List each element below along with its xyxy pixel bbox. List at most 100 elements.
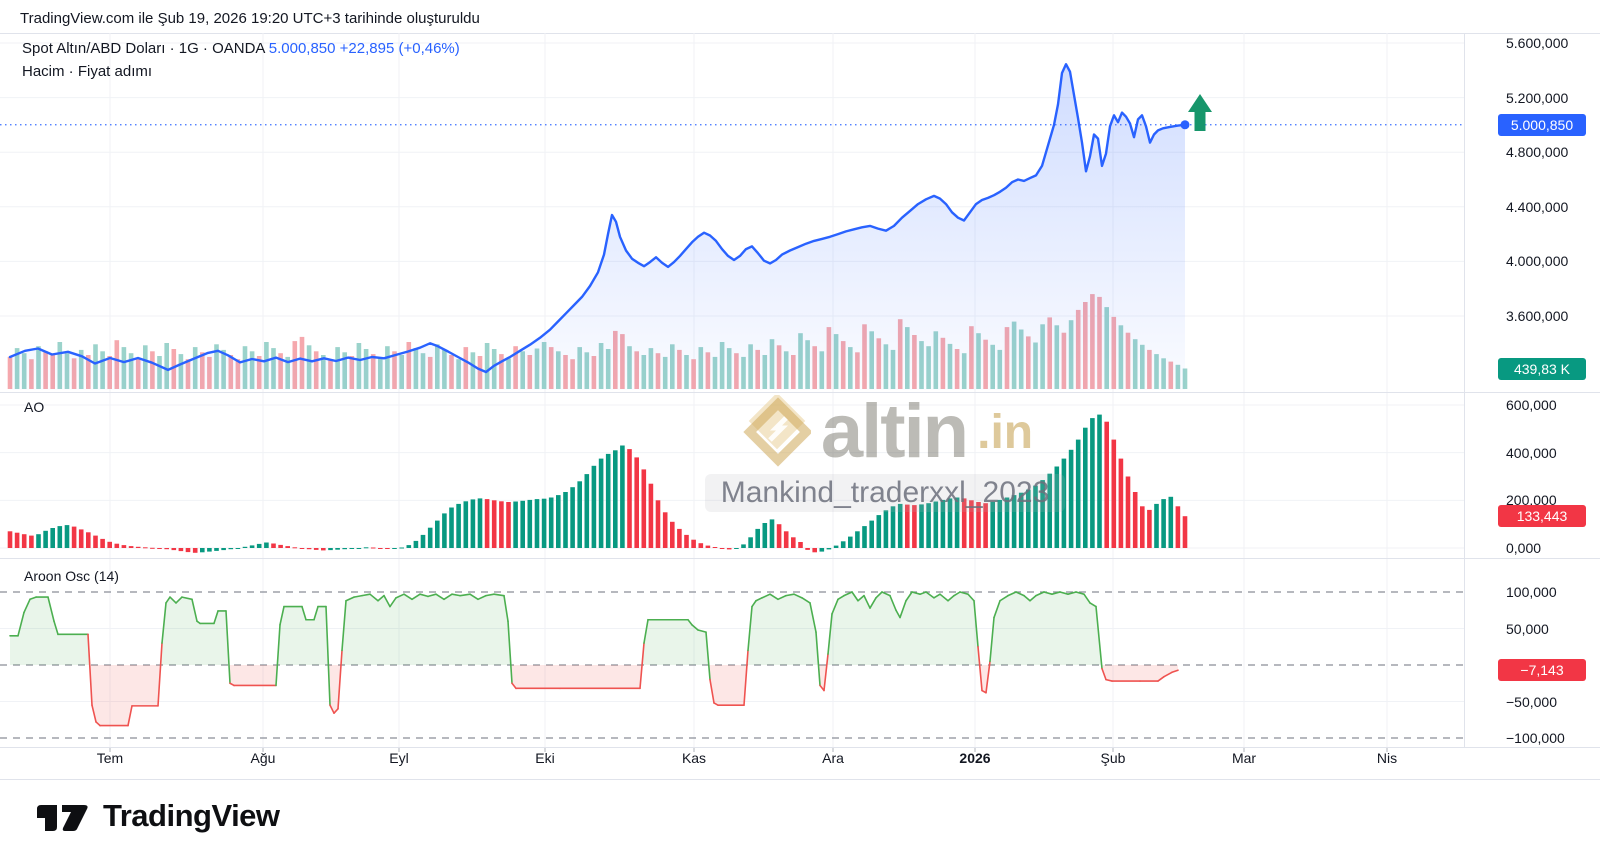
aroon-line-segment [341,599,347,652]
aroon-line-segment [881,591,891,597]
ao-bar [876,515,882,548]
price-line-end-dot [1180,120,1190,130]
ao-bar [321,548,326,551]
time-axis-separator [0,747,1600,748]
pane-separator[interactable] [0,558,1600,559]
price-axis-label: 100,000 [1506,584,1557,600]
price-axis-label: −100,000 [1506,730,1565,746]
aroon-line-segment [1059,591,1069,595]
time-axis-label[interactable]: Eyl [389,750,409,766]
aroon-line-segment [47,596,55,623]
ao-bar [1004,497,1010,548]
aroon-line-segment [493,593,505,597]
aroon-line-segment [87,633,93,706]
ao-bar [86,532,91,548]
aroon-line-segment [769,593,779,601]
price-area-fill [10,64,1185,390]
aroon-line-segment [973,599,979,648]
ao-pane-label: AO [24,399,45,415]
ao-bar [107,541,112,548]
ao-bar [961,498,967,548]
ao-bar [7,531,13,548]
ao-bar [328,548,333,551]
ao-bar [1132,492,1138,548]
aroon-line-segment [1171,669,1179,674]
ao-bar [997,499,1003,548]
aroon-line-segment [17,611,25,637]
time-axis-label[interactable]: Şub [1100,750,1126,766]
aroon-line-segment [165,596,171,604]
chart-canvas[interactable] [0,0,1600,800]
ao-bar [178,548,184,552]
aroon-line-segment [443,593,453,601]
aroon-line-segment [1067,591,1077,595]
ao-bar [306,548,312,550]
ao-bar [776,524,782,548]
ao-bar [349,548,355,549]
aroon-line-segment [1163,671,1173,678]
ao-bar [912,505,917,548]
ao-bar [292,547,298,549]
ao-bar [933,501,939,548]
ao-bar [783,531,789,548]
time-axis-label[interactable]: Nis [1376,750,1398,766]
ao-bar [869,520,874,548]
ao-bar [734,548,739,549]
aroon-line-segment [395,593,405,599]
ao-bar [442,513,447,548]
aroon-line-segment [1023,594,1031,602]
ao-bar [940,499,946,548]
time-axis-label[interactable]: Tem [96,750,124,766]
aroon-line-segment [989,616,995,663]
ao-bar [648,483,654,548]
aroon-line-segment [999,594,1009,602]
aroon-line-segment [925,591,935,599]
aroon-line-segment [459,593,471,597]
price-axis-label: 5.200,000 [1506,89,1569,106]
time-axis-label[interactable]: 2026 [959,750,991,766]
aroon-line-segment [161,602,167,644]
ao-bar [50,528,55,548]
aroon-line-segment [169,596,177,604]
price-axis-label: 4.400,000 [1506,198,1569,215]
ao-bar [755,528,760,548]
time-axis-label[interactable]: Ağu [250,750,276,766]
ao-bar [164,548,169,550]
aroon-line-segment [507,620,513,685]
ao-bar [848,536,853,548]
aroon-line-segment [709,678,715,704]
time-axis-label[interactable]: Ara [822,750,844,766]
aroon-line-segment [435,593,445,601]
time-axis-label[interactable]: Eki [535,750,555,766]
aroon-line-segment [697,629,707,633]
ao-bar [57,526,63,548]
ao-bar [520,500,525,548]
time-axis-label[interactable]: Mar [1231,750,1257,766]
aroon-line-segment [743,649,749,706]
aroon-line-segment [1015,591,1025,597]
price-axis-label: 4.800,000 [1506,144,1569,161]
ao-bar [71,526,77,548]
ao-bar [413,540,419,548]
aroon-line-segment [469,593,479,601]
ao-bar [1140,506,1145,548]
indicator-subtitle: Hacim · Fiyat adımı [22,63,153,80]
aroon-line-segment [751,599,757,608]
aroon-line-segment [801,597,811,604]
time-axis-label[interactable]: Kas [681,750,707,766]
ao-bar [726,548,732,550]
ao-bar [406,545,412,548]
aroon-line-segment [329,704,335,714]
price-change: +22,895 (+0,46%) [339,40,460,57]
pane-separator[interactable] [0,392,1600,393]
ao-bar [591,465,597,548]
ao-bar [719,548,725,549]
price-axis-label: 200,000 [1506,492,1557,509]
aroon-line-segment [1083,593,1091,604]
ao-bar [947,498,953,548]
ao-bar [513,501,518,548]
ao-bar [613,450,618,548]
ao-bar [1182,516,1188,548]
price-badge: 5.000,850 [1498,114,1586,136]
volume-bar [164,343,169,389]
